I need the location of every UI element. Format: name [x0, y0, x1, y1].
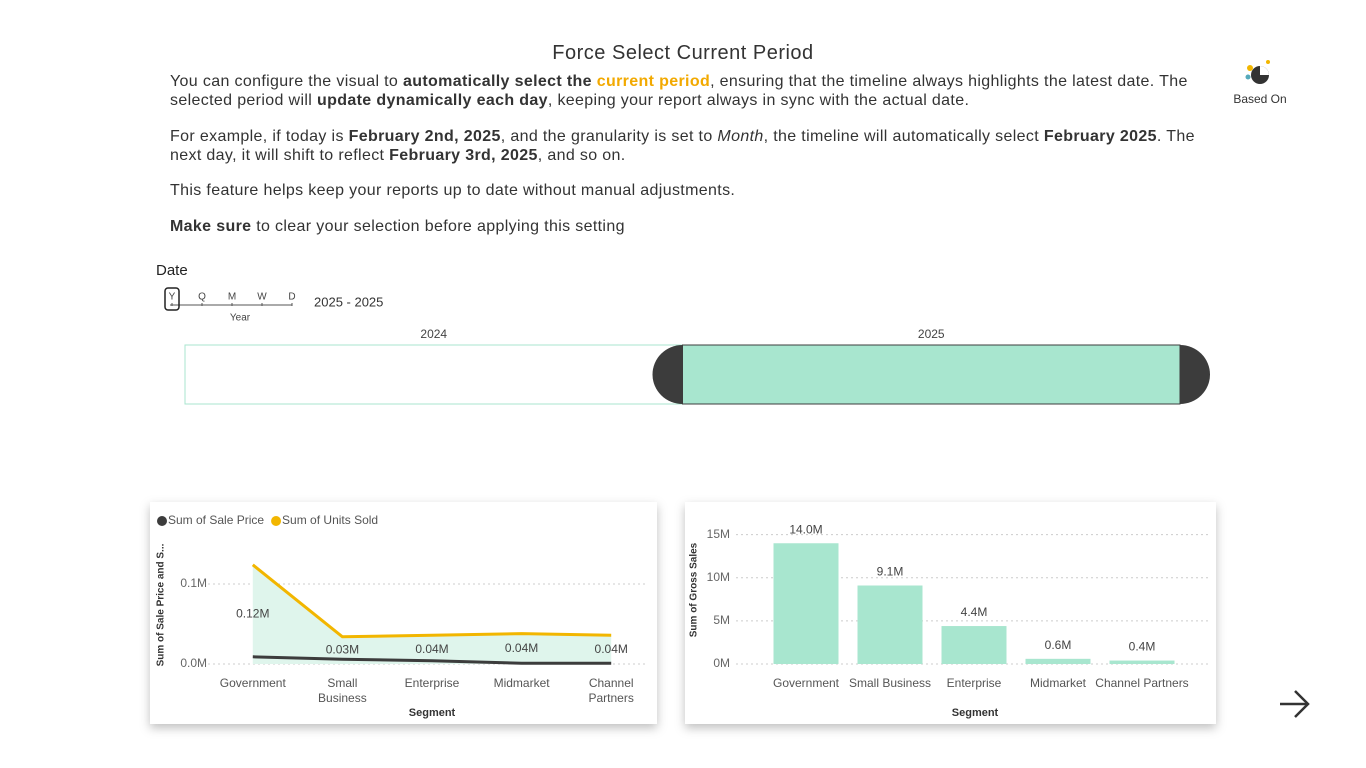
x-tick-label: Enterprise — [404, 676, 460, 690]
paragraph: For example, if today is February 2nd, 2… — [170, 127, 1200, 165]
range-label: 2025 - 2025 — [314, 294, 383, 309]
legend-label: Sum of Units Sold — [282, 513, 378, 527]
data-label: 4.4M — [961, 605, 988, 619]
granularity-option: W — [257, 292, 267, 303]
x-tick: Small Business — [848, 676, 932, 690]
granularity-option: Q — [198, 292, 206, 303]
x-tick: Government — [219, 676, 286, 690]
x-tick-label: Government — [219, 676, 286, 690]
text-run: to clear your selection before applying … — [251, 218, 625, 235]
bar — [773, 543, 839, 664]
y-tick-label: 15M — [707, 527, 730, 541]
period-label: 2025 — [918, 327, 945, 341]
x-tick: Enterprise — [404, 676, 460, 690]
data-label: 0.4M — [1129, 640, 1156, 654]
x-tick-label: Midmarket — [493, 676, 550, 690]
x-tick: Channel Partners — [1095, 676, 1189, 690]
text-run: Make sure — [170, 218, 252, 235]
granularity-selected — [164, 287, 180, 311]
paragraph: Make sure to clear your selection before… — [170, 217, 1200, 236]
x-tick-label: Channel Partners — [1095, 676, 1189, 690]
legend-label: Sum of Sale Price — [168, 513, 264, 527]
y-tick-label: 0.0M — [180, 656, 207, 670]
bar — [1025, 658, 1091, 664]
data-label: 0.04M — [415, 642, 448, 656]
bar — [941, 626, 1007, 664]
slicer-title: Date — [156, 262, 188, 279]
data-label: 0.6M — [1045, 638, 1072, 652]
x-tick-label: Small Business — [848, 676, 932, 690]
x-tick-label: Small Business — [318, 676, 367, 705]
data-label: 9.1M — [877, 565, 904, 579]
granularity-option: Y — [169, 292, 176, 303]
text-run: Month — [717, 128, 764, 145]
page-title: Force Select Current Period — [552, 42, 814, 64]
x-axis-title: Segment — [409, 707, 456, 719]
x-tick: Midmarket — [493, 676, 550, 690]
data-label: 14.0M — [789, 522, 822, 536]
line — [251, 563, 612, 639]
paragraph: This feature helps keep your reports up … — [170, 181, 1200, 200]
granularity-option: D — [288, 292, 295, 303]
x-axis-title: Segment — [952, 707, 999, 719]
data-label: 0.04M — [595, 642, 628, 656]
x-tick-label: Channel Partners — [588, 676, 634, 705]
logo — [1245, 60, 1270, 84]
text-run: update dynamically each day — [316, 92, 548, 109]
legend-marker — [157, 516, 167, 526]
text-run: current period — [596, 73, 711, 90]
x-tick: Government — [772, 676, 840, 690]
y-tick-label: 0.1M — [180, 576, 207, 590]
text-run: , keeping your report always in sync wit… — [547, 92, 970, 109]
text-run: This feature helps keep your reports up … — [170, 182, 736, 199]
y-tick-label: 10M — [707, 570, 730, 584]
line — [252, 655, 612, 665]
selected-period — [682, 344, 1181, 405]
text-run: , and the granularity is set to — [500, 128, 718, 145]
y-tick-label: 0M — [713, 656, 730, 670]
x-tick-label: Midmarket — [1029, 676, 1086, 690]
paragraph: You can configure the visual to automati… — [170, 72, 1200, 110]
card — [150, 502, 657, 724]
data-label: 0.12M — [236, 607, 269, 621]
legend-marker — [271, 516, 282, 526]
text-run: , and so on. — [537, 147, 626, 164]
text-run: , ensuring that the timeline always high… — [170, 73, 1188, 109]
text-run: February 2025 — [1043, 128, 1157, 145]
x-tick: Enterprise — [946, 676, 1002, 690]
logo-label: Based On — [1233, 92, 1286, 106]
text-run: automatically select the — [402, 73, 597, 90]
text-run: For example, if today is — [170, 128, 349, 145]
text-run: , the timeline will automatically select — [763, 128, 1044, 145]
x-tick: Midmarket — [1029, 676, 1086, 690]
next-arrow[interactable] — [1280, 690, 1310, 718]
x-tick: Small Business — [318, 676, 367, 705]
y-axis-title: Sum of Gross Sales — [689, 542, 700, 637]
granularity-label: Year — [230, 313, 251, 324]
area — [252, 564, 612, 664]
y-axis-title: Sum of Sale Price and S... — [156, 543, 167, 666]
x-tick-label: Enterprise — [946, 676, 1002, 690]
text-run: February 2nd, 2025 — [348, 128, 501, 145]
period-label: 2024 — [420, 327, 447, 341]
x-tick: Channel Partners — [588, 676, 634, 705]
data-label: 0.04M — [505, 641, 538, 655]
text-run: You can configure the visual to — [170, 73, 403, 90]
granularity-option: M — [228, 292, 236, 303]
bar — [857, 585, 923, 664]
data-label: 0.03M — [326, 643, 359, 657]
bar — [1109, 660, 1175, 664]
y-tick-label: 5M — [713, 613, 730, 627]
text-run: . The next day, it will shift to reflect — [170, 128, 1195, 164]
x-tick-label: Government — [772, 676, 840, 690]
text-run: February 3rd, 2025 — [389, 147, 538, 164]
